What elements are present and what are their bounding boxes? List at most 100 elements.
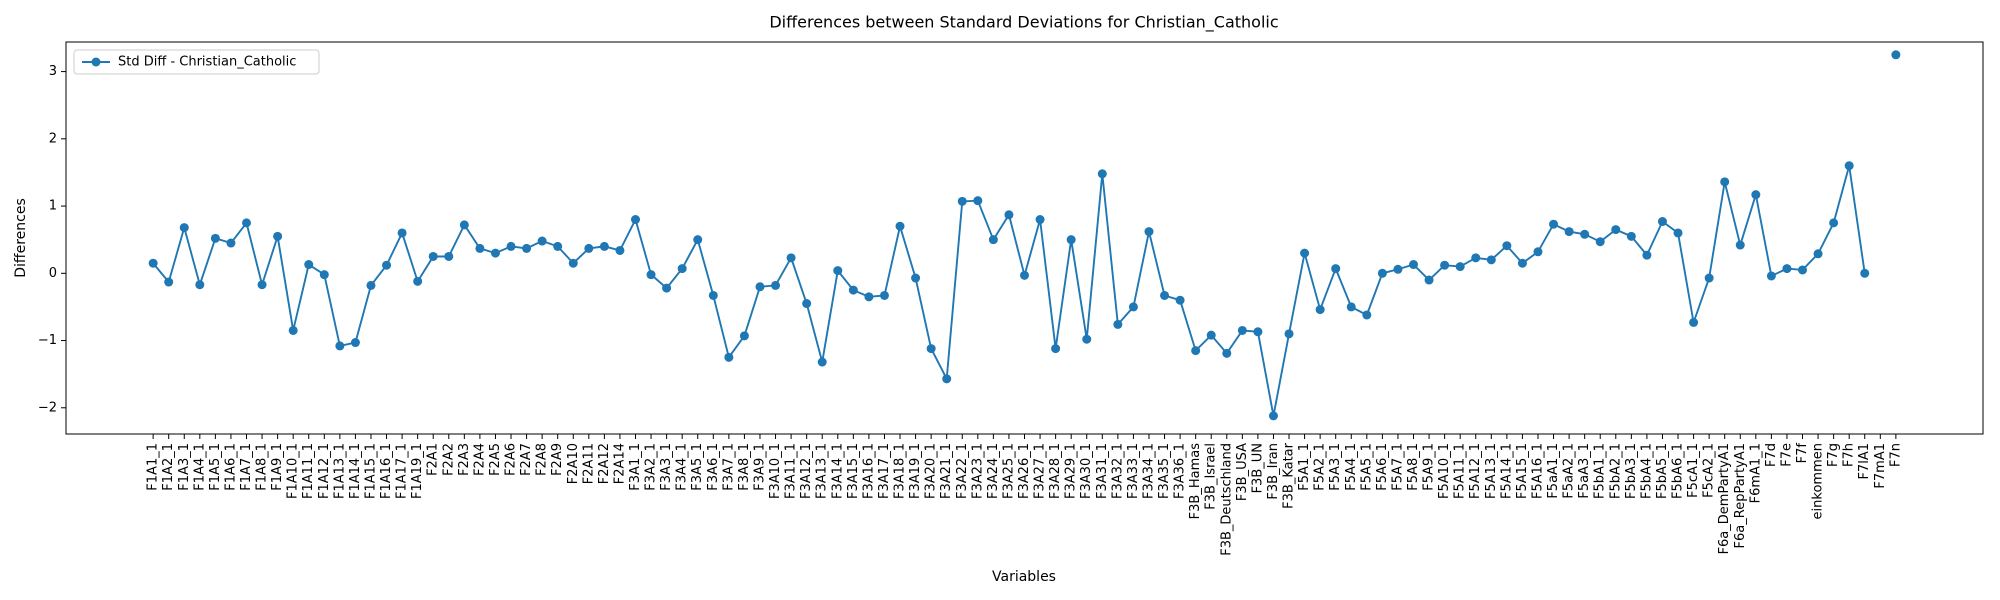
x-tick-label: F2A4	[472, 443, 487, 476]
x-tick-label: F2A2	[441, 443, 456, 476]
x-tick-label: F5A14_1	[1499, 443, 1514, 499]
x-tick-label: F2A8	[535, 443, 550, 476]
x-tick-label: F2A7	[519, 443, 534, 476]
point	[926, 344, 936, 354]
x-tick-label: F3A34_1	[1141, 443, 1156, 499]
x-tick-label: F3A27_1	[1033, 443, 1048, 499]
point	[1829, 218, 1839, 228]
point	[522, 243, 532, 253]
point	[1782, 264, 1792, 274]
x-tick-label: F1A7_1	[239, 443, 254, 491]
x-tick-label: F2A14	[612, 443, 627, 484]
x-tick-label: F7n	[1888, 443, 1903, 467]
x-tick-label: F3A9_1	[752, 443, 767, 491]
x-tick-label: F3A6_1	[706, 443, 721, 491]
point	[646, 270, 656, 280]
point	[568, 258, 578, 268]
x-tick-label: F5aA2_1	[1562, 443, 1577, 499]
point	[397, 228, 407, 238]
x-tick-label: F3A11_1	[784, 443, 799, 499]
point	[1720, 177, 1730, 187]
x-tick-label: F2A1	[426, 443, 441, 476]
point	[1626, 231, 1636, 241]
x-tick-label: F5A7_1	[1390, 443, 1405, 491]
x-tick-label: F2A10	[566, 443, 581, 484]
point	[413, 276, 423, 286]
x-tick-label: F3A16_1	[861, 443, 876, 499]
x-tick-label: F3A23_1	[970, 443, 985, 499]
x-tick-label: F7g	[1826, 443, 1841, 467]
x-tick-label: F1A17_1	[395, 443, 410, 499]
point	[1331, 264, 1341, 274]
x-tick-label: F1A10_1	[286, 443, 301, 499]
x-tick-label: F1A11_1	[301, 443, 316, 499]
chart-title: Differences between Standard Deviations …	[769, 13, 1278, 33]
x-tick-label: F3A35_1	[1157, 443, 1172, 499]
x-tick-label: F7h	[1842, 443, 1857, 467]
x-tick-label: F2A3	[457, 443, 472, 476]
x-tick-label: F5A3_1	[1328, 443, 1343, 491]
x-tick-label: F7e	[1779, 443, 1794, 467]
x-tick-label: F3A18_1	[893, 443, 908, 499]
legend-marker	[91, 57, 101, 67]
point	[1362, 310, 1372, 320]
point	[537, 236, 547, 246]
point	[1564, 227, 1574, 237]
point	[942, 374, 952, 384]
x-tick-label: F1A6_1	[223, 443, 238, 491]
x-tick-label: F5A5_1	[1359, 443, 1374, 491]
point	[599, 241, 609, 251]
x-tick-label: F6a_DemPartyA1	[1717, 443, 1732, 554]
point	[1346, 302, 1356, 312]
point	[1377, 268, 1387, 278]
point	[739, 331, 749, 341]
point	[973, 196, 983, 206]
x-tick-label: F3A7_1	[721, 443, 736, 491]
x-tick-label: F5A12_1	[1468, 443, 1483, 499]
point	[1533, 247, 1543, 257]
x-tick-label: F3A8_1	[737, 443, 752, 491]
point	[1549, 219, 1559, 229]
legend-box	[73, 49, 320, 75]
x-tick-label: F3B_Deutschland	[1219, 443, 1234, 556]
point	[1300, 248, 1310, 258]
y-tick-label: 0	[49, 266, 57, 281]
point	[1128, 302, 1138, 312]
point	[1066, 235, 1076, 245]
point	[1113, 319, 1123, 329]
x-tick-label: F7mA1	[1873, 443, 1888, 489]
x-tick-label: F5bA2_1	[1608, 443, 1623, 499]
point	[1891, 50, 1901, 60]
point	[802, 299, 812, 309]
point	[988, 235, 998, 245]
x-tick-label: F3A20_1	[924, 443, 939, 499]
point	[833, 266, 843, 276]
x-tick-label: F3A31_1	[1095, 443, 1110, 499]
x-tick-label: F1A12_1	[317, 443, 332, 499]
point	[1486, 255, 1496, 265]
x-tick-label: F3A26_1	[1017, 443, 1032, 499]
point	[1253, 327, 1263, 337]
point	[195, 280, 205, 290]
x-tick-label: F3A33_1	[1126, 443, 1141, 499]
x-tick-label: F5A9_1	[1422, 443, 1437, 491]
x-tick-label: F3A2_1	[644, 443, 659, 491]
point	[1844, 161, 1854, 171]
x-tick-label: F3A22_1	[955, 443, 970, 499]
y-tick-label: 1	[49, 199, 57, 214]
point	[1175, 295, 1185, 305]
x-tick-label: F1A8_1	[255, 443, 270, 491]
x-tick-label: F1A14_1	[348, 443, 363, 499]
point	[786, 253, 796, 263]
point	[553, 241, 563, 251]
x-tick-label: F3A32_1	[1110, 443, 1125, 499]
point	[1517, 258, 1527, 268]
x-tick-label: F3A3_1	[659, 443, 674, 491]
x-tick-label: F5bA5_1	[1655, 443, 1670, 499]
point	[1237, 325, 1247, 335]
x-tick-label: F3B_Iran	[1266, 443, 1281, 500]
x-tick-label: F2A12	[597, 443, 612, 484]
point	[1642, 250, 1652, 260]
x-tick-label: F3A14_1	[830, 443, 845, 499]
